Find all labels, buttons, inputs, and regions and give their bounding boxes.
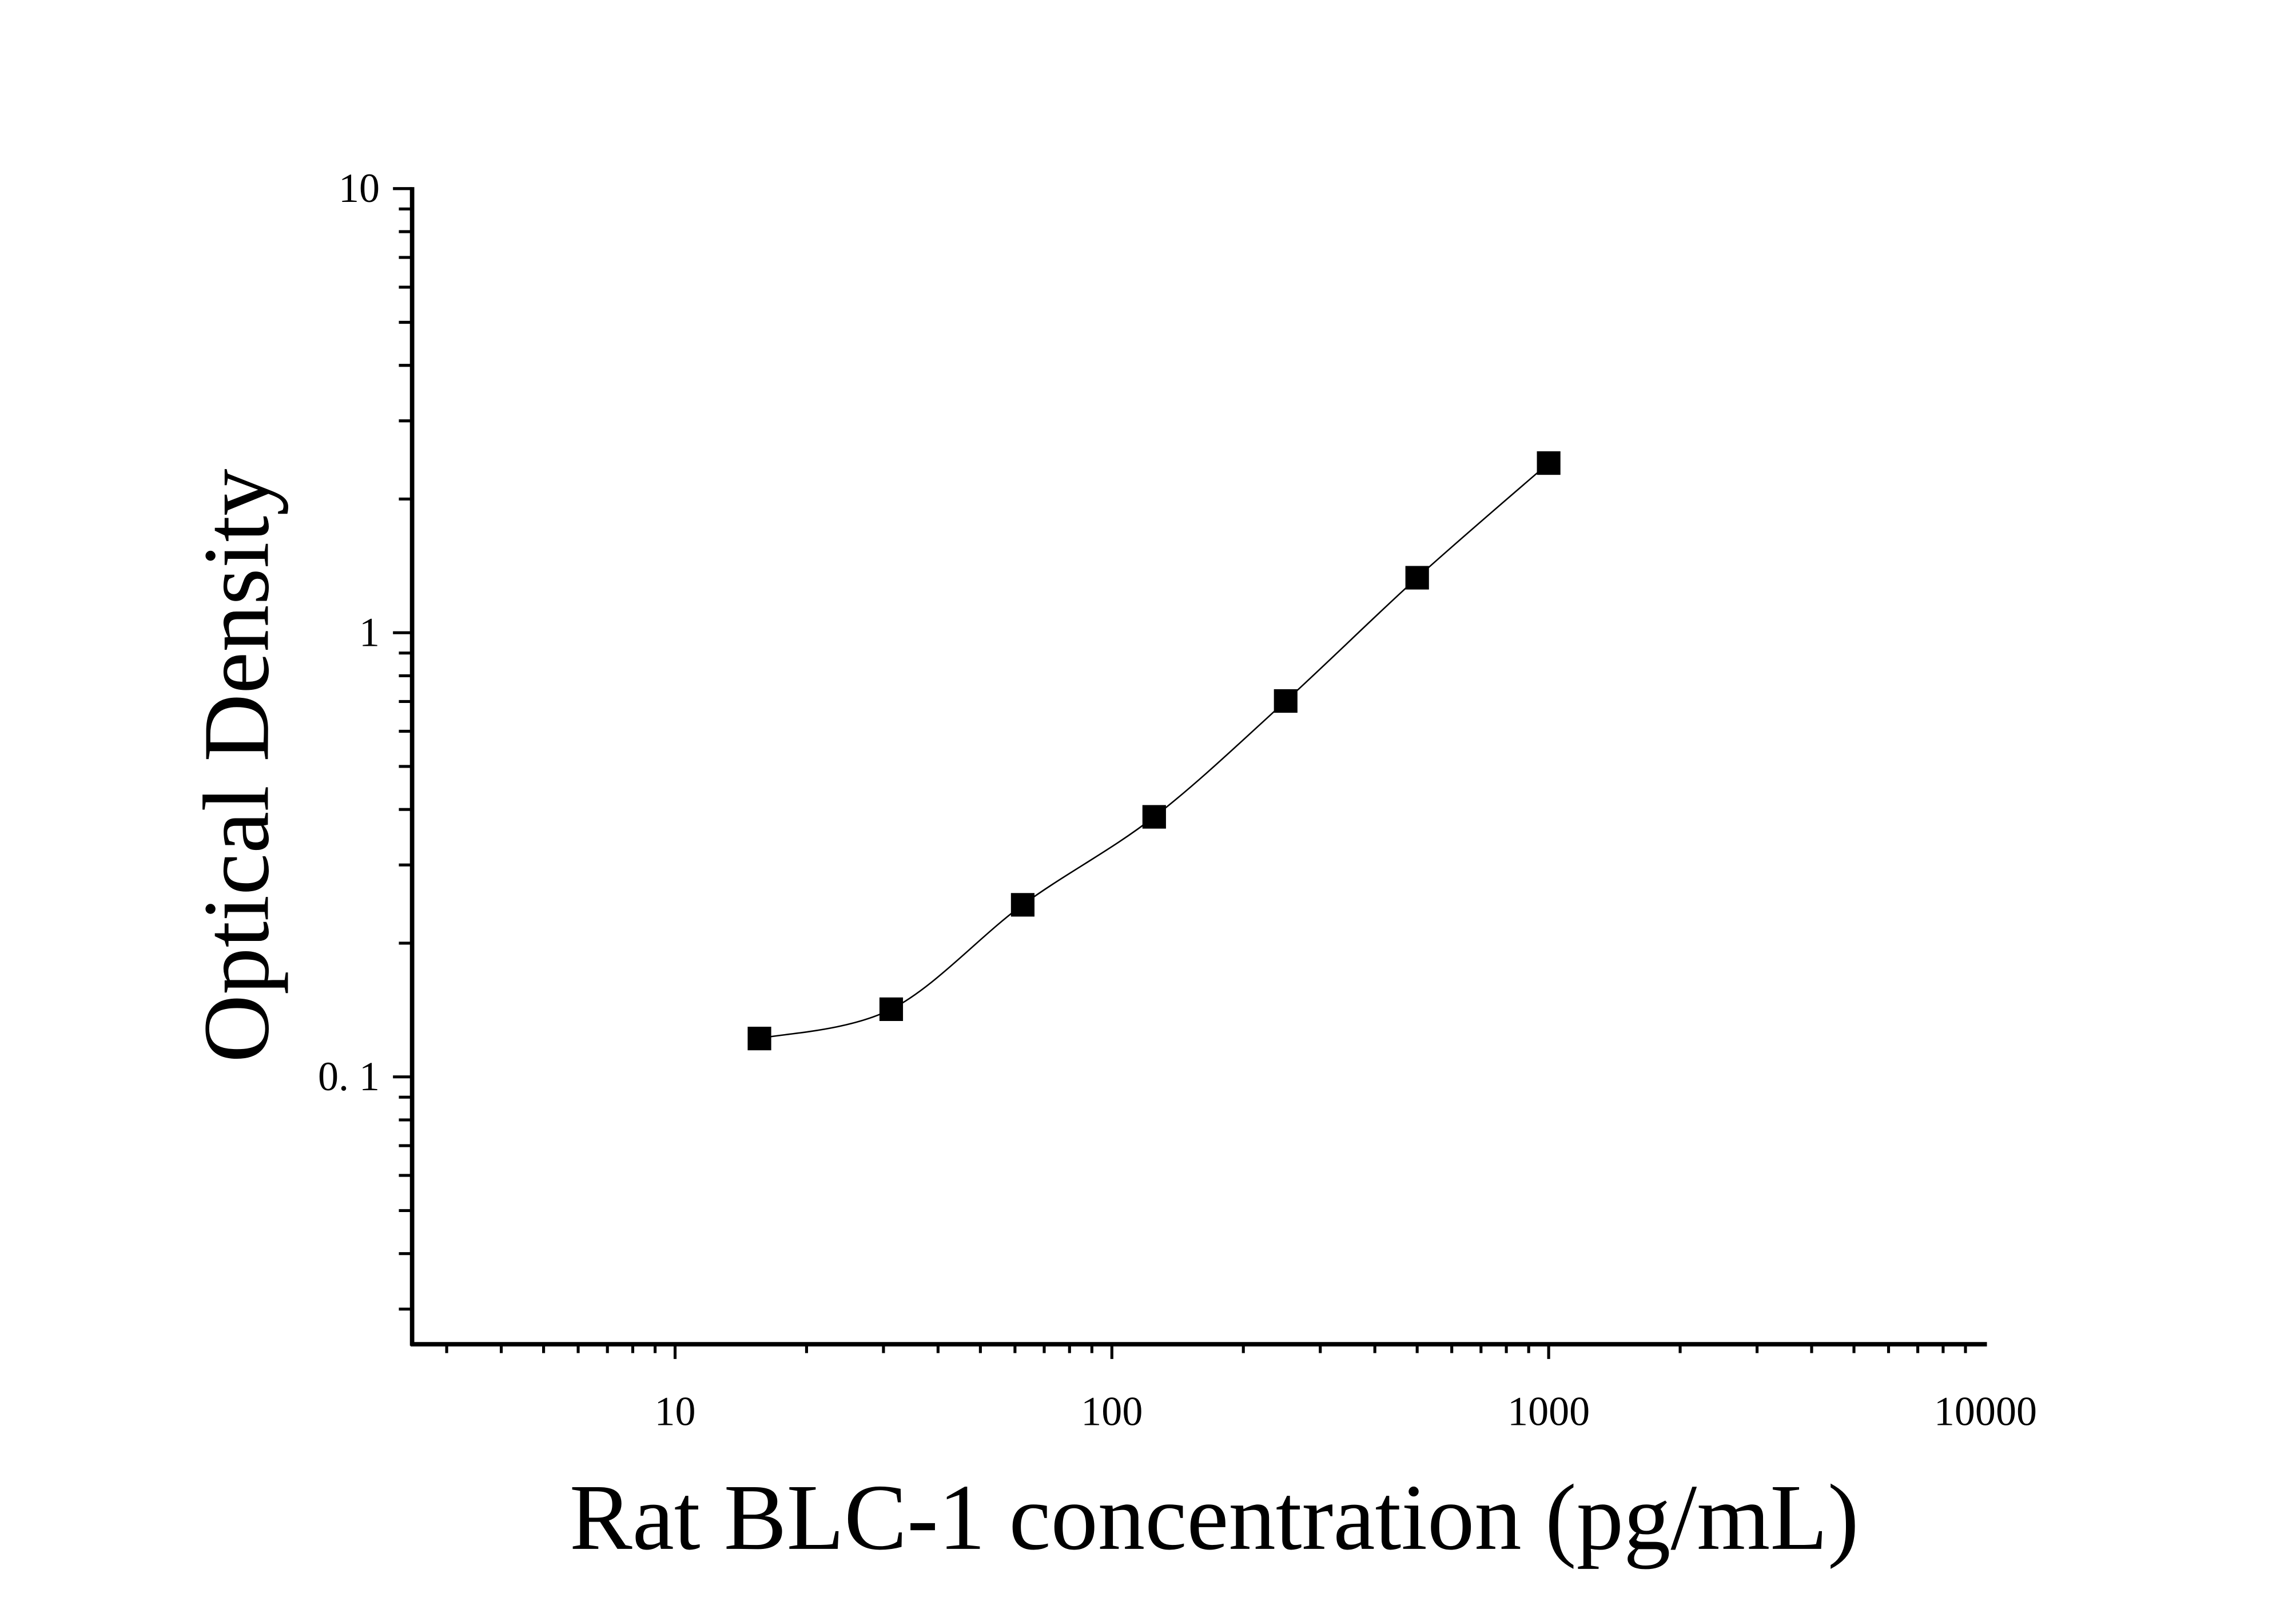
- fit-curve: [759, 462, 1549, 1039]
- x-tick-label: 10000: [1934, 1389, 2037, 1435]
- x-tick-label: 10: [654, 1389, 695, 1435]
- data-point: [1405, 566, 1429, 590]
- x-tick-label: 1000: [1507, 1389, 1590, 1435]
- x-axis-title: Rat BLC-1 concentration (pg/mL): [570, 1465, 1859, 1570]
- data-point: [879, 997, 904, 1022]
- data-point: [1142, 805, 1166, 829]
- data-point: [1010, 893, 1034, 917]
- x-tick-label: 100: [1081, 1389, 1143, 1435]
- y-axis-title: Optical Density: [184, 468, 288, 1062]
- y-tick-label: 0. 1: [318, 1054, 380, 1099]
- data-point: [1537, 451, 1561, 475]
- data-point: [1274, 689, 1298, 713]
- y-tick-label: 1: [359, 609, 380, 655]
- data-point: [747, 1027, 771, 1051]
- y-tick-label: 10: [339, 165, 380, 211]
